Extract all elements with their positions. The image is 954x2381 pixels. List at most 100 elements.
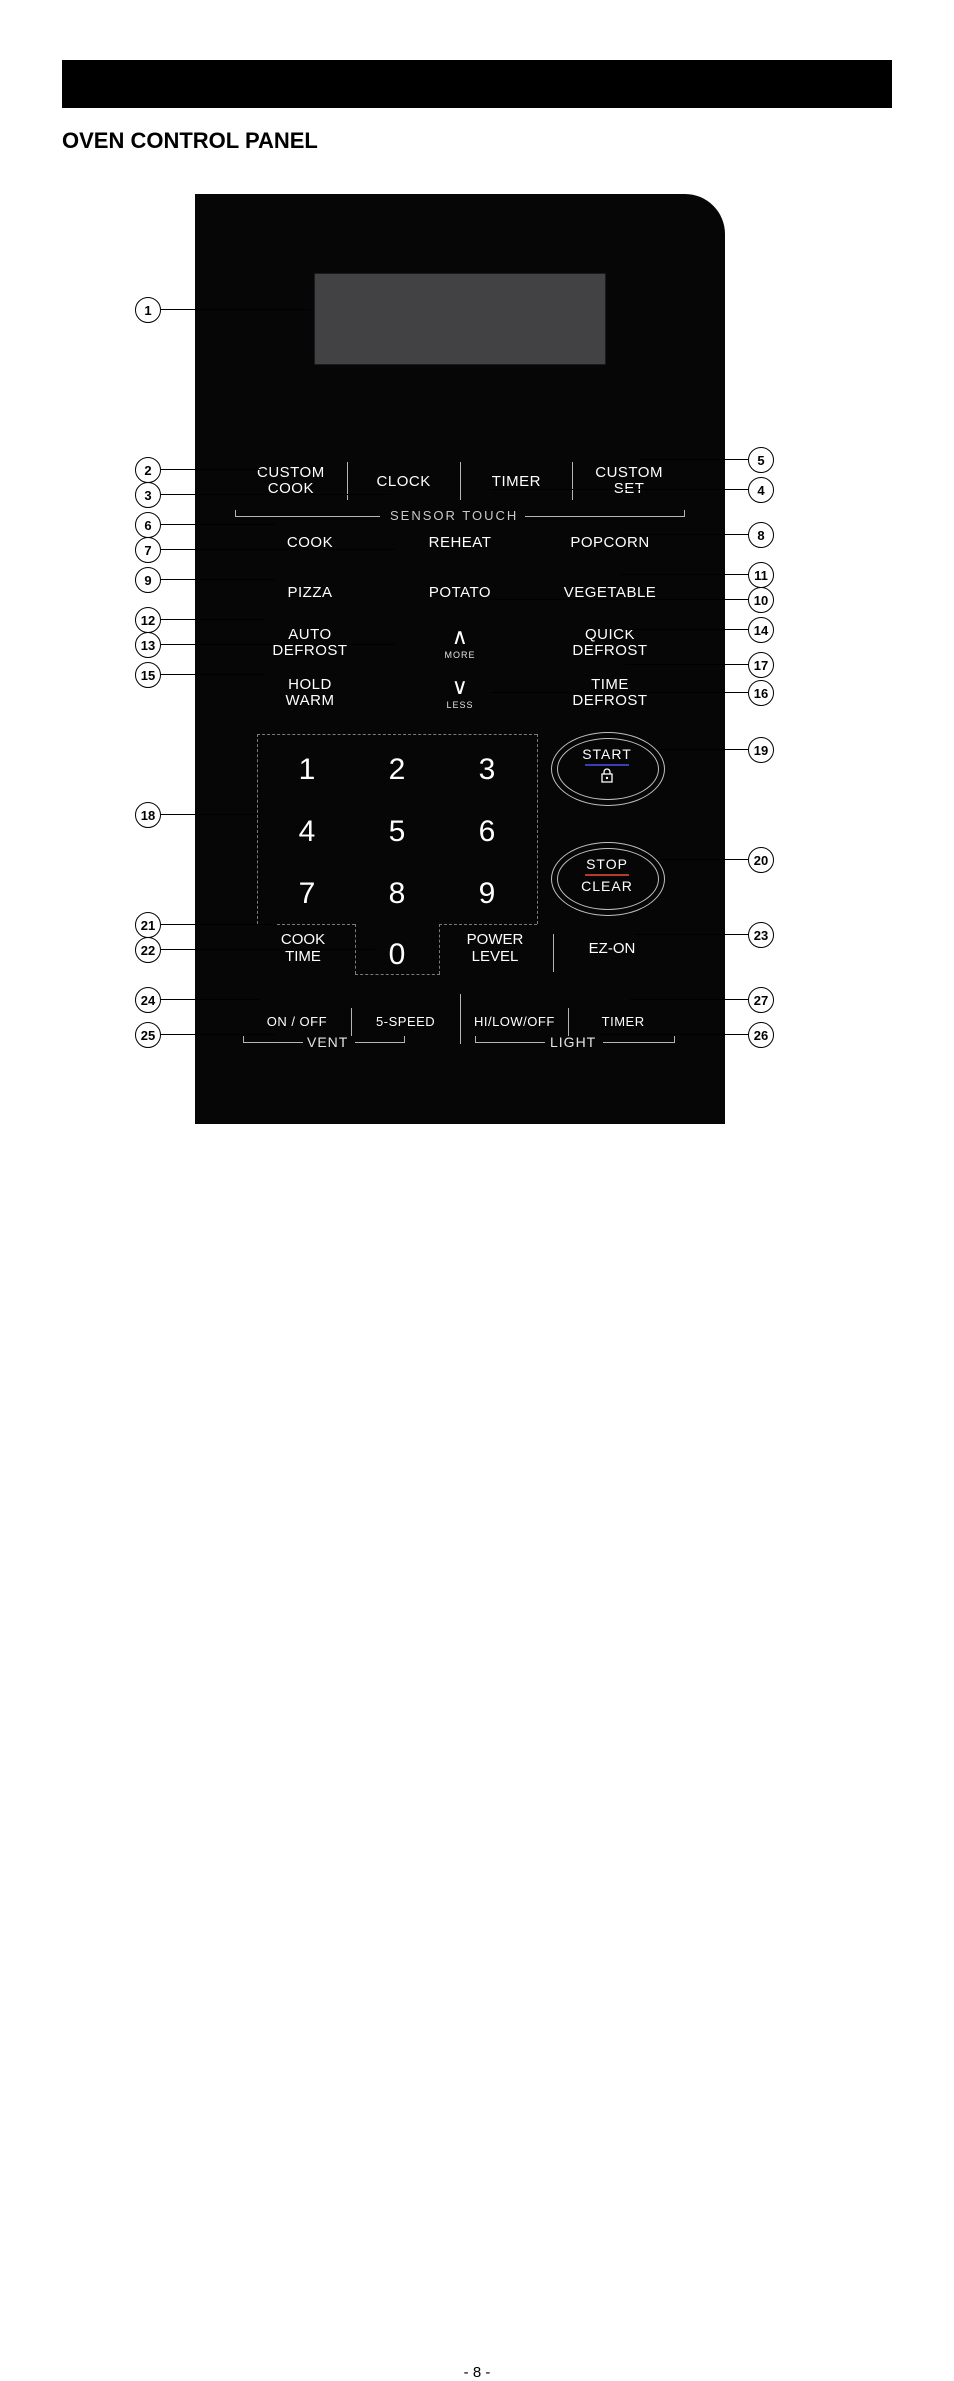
custom-set-button[interactable]: CUSTOM SET (573, 465, 685, 498)
anno-badge-4: 4 (748, 477, 774, 503)
key-1[interactable]: 1 (267, 739, 347, 801)
label: POWER (435, 932, 555, 949)
key-3[interactable]: 3 (447, 739, 527, 801)
anno-badge-17: 17 (748, 652, 774, 678)
anno-line (161, 579, 275, 580)
anno-line (161, 309, 310, 310)
light-label: LIGHT (550, 1034, 596, 1050)
auto-defrost-button[interactable]: AUTO DEFROST (235, 627, 385, 660)
ez-on-button[interactable]: EZ-ON (557, 940, 667, 957)
key-7[interactable]: 7 (267, 863, 347, 925)
figure-wrap: CUSTOM COOK CLOCK TIMER CUSTOM SET SENSO… (0, 154, 954, 1154)
display-screen (315, 274, 605, 364)
anno-badge-6: 6 (135, 512, 161, 538)
label: DEFROST (235, 643, 385, 660)
anno-line (660, 749, 748, 750)
stop-clear-button[interactable]: STOP CLEAR (557, 844, 657, 894)
anno-badge-22: 22 (135, 937, 161, 963)
anno-badge-21: 21 (135, 912, 161, 938)
anno-line (490, 692, 748, 693)
hold-warm-button[interactable]: HOLD WARM (235, 677, 385, 710)
anno-badge-1: 1 (135, 297, 161, 323)
pizza-button[interactable]: PIZZA (235, 584, 385, 601)
stop-underline (585, 874, 629, 876)
anno-badge-12: 12 (135, 607, 161, 633)
key-8[interactable]: 8 (357, 863, 437, 925)
stop-label: STOP (557, 856, 657, 872)
section-title: OVEN CONTROL PANEL (62, 128, 892, 154)
label: WARM (235, 693, 385, 710)
key-5[interactable]: 5 (357, 801, 437, 863)
light-line (603, 1042, 675, 1043)
light-line (475, 1042, 545, 1043)
label: MORE (385, 650, 535, 660)
anno-line (490, 599, 748, 600)
anno-line (635, 934, 748, 935)
anno-line (161, 494, 390, 495)
anno-badge-24: 24 (135, 987, 161, 1013)
row-hold: HOLD WARM ∨ LESS TIME DEFROST (235, 676, 685, 710)
page-number: - 8 - (0, 2364, 954, 2381)
anno-line (161, 949, 375, 950)
sensor-line-right (525, 516, 685, 517)
tick (475, 1036, 476, 1042)
label: HOLD (235, 677, 385, 694)
label: LEVEL (435, 949, 555, 966)
light-timer-button[interactable]: TIMER (569, 1014, 677, 1029)
key-4[interactable]: 4 (267, 801, 347, 863)
anno-badge-5: 5 (748, 447, 774, 473)
light-hilowoff-button[interactable]: HI/LOW/OFF (461, 1014, 569, 1029)
vent-5speed-button[interactable]: 5-SPEED (352, 1014, 460, 1029)
divider (553, 934, 554, 972)
anno-line (620, 534, 748, 535)
quick-defrost-button[interactable]: QUICK DEFROST (535, 627, 685, 660)
key-6[interactable]: 6 (447, 801, 527, 863)
anno-line (161, 1034, 275, 1035)
start-button[interactable]: START (557, 734, 657, 788)
anno-line (161, 469, 260, 470)
label: CUSTOM (573, 465, 685, 482)
more-button[interactable]: ∧ MORE (385, 626, 535, 660)
anno-line (161, 524, 275, 525)
time-defrost-button[interactable]: TIME DEFROST (535, 677, 685, 710)
vent-label: VENT (307, 1034, 348, 1050)
anno-badge-19: 19 (748, 737, 774, 763)
anno-line (625, 629, 748, 630)
timer-button[interactable]: TIMER (461, 473, 573, 490)
anno-badge-26: 26 (748, 1022, 774, 1048)
key-2[interactable]: 2 (357, 739, 437, 801)
anno-badge-8: 8 (748, 522, 774, 548)
vent-onoff-button[interactable]: ON / OFF (243, 1014, 351, 1029)
anno-badge-20: 20 (748, 847, 774, 873)
anno-line (640, 459, 748, 460)
label: AUTO (235, 627, 385, 644)
anno-badge-11: 11 (748, 562, 774, 588)
lock-icon (600, 768, 614, 788)
anno-line (490, 489, 748, 490)
clock-button[interactable]: CLOCK (348, 473, 460, 490)
anno-badge-7: 7 (135, 537, 161, 563)
less-button[interactable]: ∨ LESS (385, 676, 535, 710)
anno-badge-10: 10 (748, 587, 774, 613)
anno-badge-3: 3 (135, 482, 161, 508)
dash (257, 734, 537, 735)
label: TIME (535, 677, 685, 694)
anno-line (161, 999, 260, 1000)
power-level-button[interactable]: POWER LEVEL (435, 932, 555, 965)
chevron-down-icon: ∨ (452, 674, 469, 699)
anno-line (161, 674, 265, 675)
start-label: START (557, 746, 657, 762)
popcorn-button[interactable]: POPCORN (535, 534, 685, 551)
label: CUSTOM (235, 465, 347, 482)
key-0[interactable]: 0 (357, 924, 437, 986)
anno-line (620, 574, 748, 575)
anno-badge-2: 2 (135, 457, 161, 483)
tick (235, 510, 236, 516)
anno-badge-25: 25 (135, 1022, 161, 1048)
reheat-button[interactable]: REHEAT (385, 534, 535, 551)
label: COOK (243, 932, 363, 949)
clear-label: CLEAR (557, 878, 657, 894)
start-underline (585, 764, 629, 766)
tick (684, 510, 685, 516)
key-9[interactable]: 9 (447, 863, 527, 925)
